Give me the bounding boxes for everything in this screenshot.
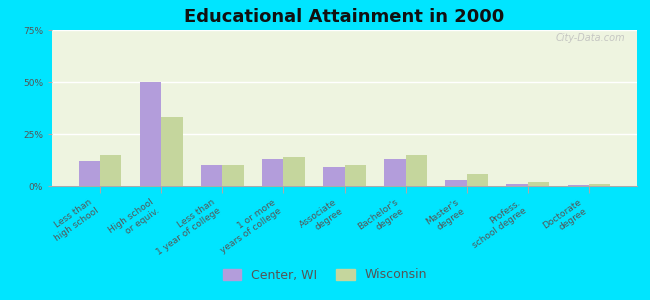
Bar bbox=[262, 159, 283, 186]
Text: City-Data.com: City-Data.com bbox=[556, 33, 625, 43]
Bar bbox=[384, 159, 406, 186]
Bar bbox=[589, 184, 610, 186]
Bar bbox=[323, 167, 345, 186]
Bar bbox=[222, 165, 244, 186]
Bar bbox=[201, 165, 222, 186]
Bar bbox=[567, 185, 589, 186]
Title: Educational Attainment in 2000: Educational Attainment in 2000 bbox=[185, 8, 504, 26]
Bar bbox=[467, 173, 488, 186]
Bar bbox=[283, 157, 305, 186]
Bar bbox=[161, 117, 183, 186]
Legend: Center, WI, Wisconsin: Center, WI, Wisconsin bbox=[216, 262, 434, 288]
Bar bbox=[100, 155, 122, 186]
Bar bbox=[445, 180, 467, 186]
Bar bbox=[506, 184, 528, 186]
Bar bbox=[344, 165, 366, 186]
Bar bbox=[528, 182, 549, 186]
Bar bbox=[79, 161, 100, 186]
Bar bbox=[140, 82, 161, 186]
Bar bbox=[406, 155, 427, 186]
